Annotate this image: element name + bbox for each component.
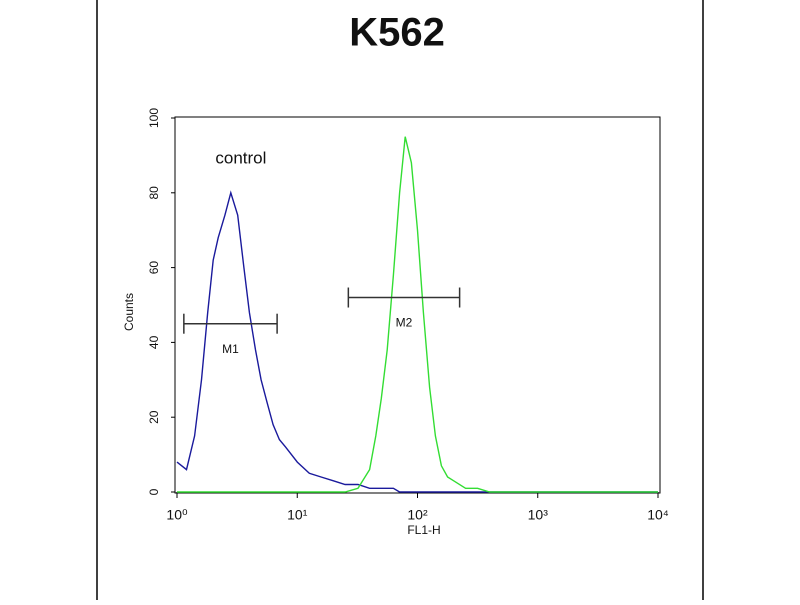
x-tick-label: 10² <box>407 507 428 523</box>
x-tick-label: 10¹ <box>287 507 308 523</box>
series-line <box>176 190 658 493</box>
x-tick-label: 10³ <box>528 507 549 523</box>
series-line <box>177 136 658 493</box>
y-tick-label: 80 <box>147 186 161 200</box>
x-tick-label: 10⁴ <box>647 507 669 523</box>
y-tick-label: 0 <box>147 488 161 495</box>
y-tick-label: 40 <box>147 335 161 349</box>
y-axis-label: Counts <box>122 293 136 331</box>
x-axis-label: FL1-H <box>407 523 440 537</box>
chart-title: K562 <box>349 11 445 55</box>
y-tick-label: 20 <box>147 410 161 424</box>
y-tick-label: 100 <box>147 108 161 128</box>
marker-label: M2 <box>396 316 413 330</box>
annotation: control <box>215 149 266 168</box>
x-tick-label: 10⁰ <box>166 507 188 523</box>
y-tick-label: 60 <box>147 261 161 275</box>
plot-frame <box>174 116 661 494</box>
marker-label: M1 <box>222 342 239 356</box>
